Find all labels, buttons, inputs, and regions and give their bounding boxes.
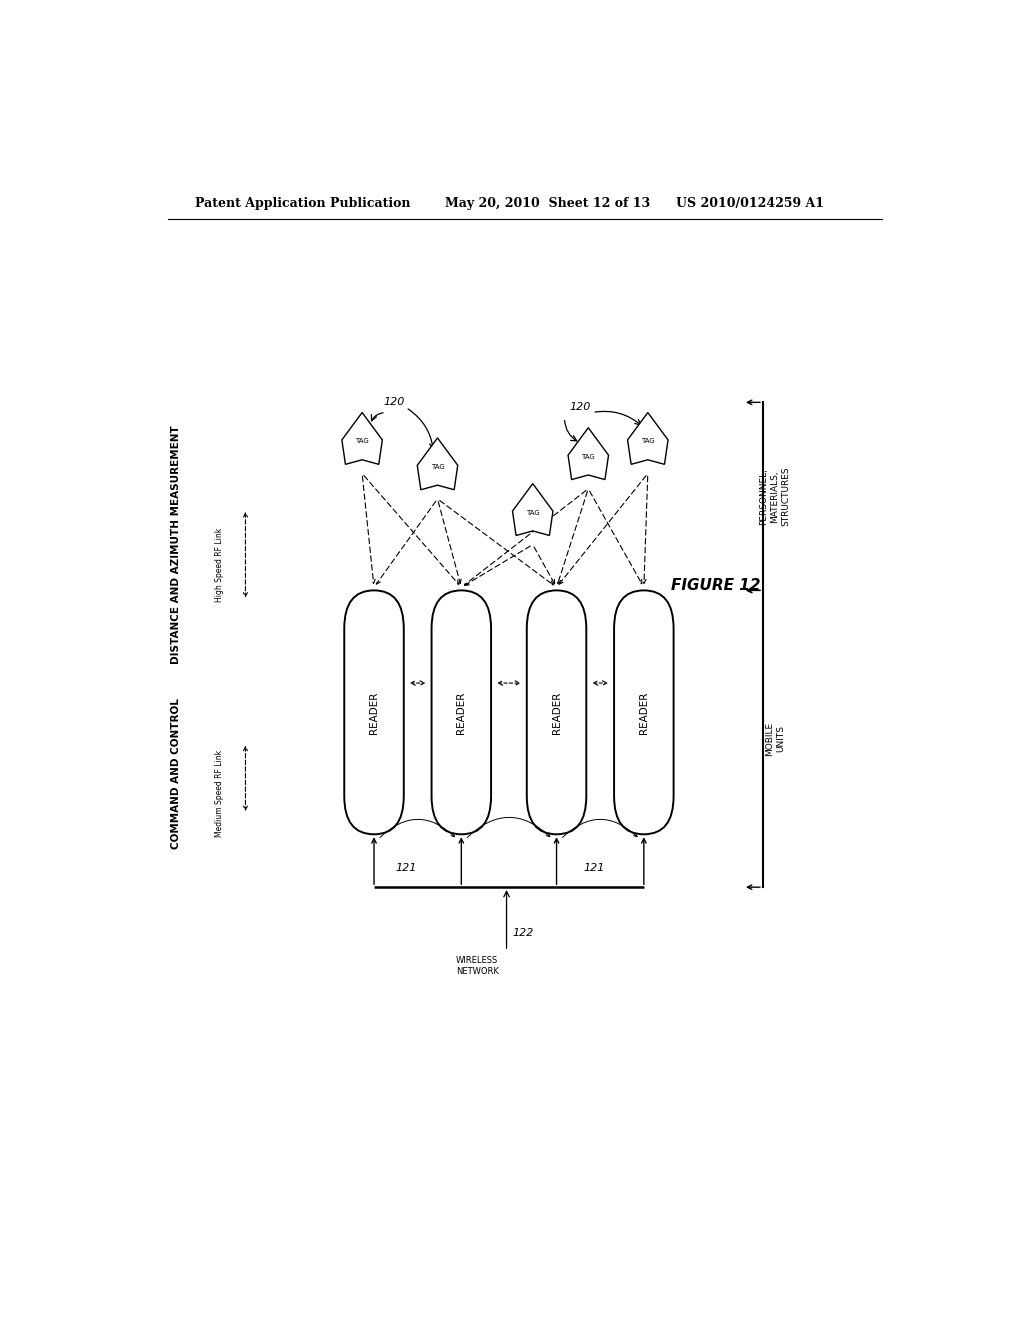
FancyBboxPatch shape: [344, 590, 403, 834]
Text: FIGURE 12: FIGURE 12: [671, 578, 760, 593]
Text: May 20, 2010  Sheet 12 of 13: May 20, 2010 Sheet 12 of 13: [445, 197, 650, 210]
Text: MOBILE
UNITS: MOBILE UNITS: [765, 722, 784, 756]
Text: READER: READER: [369, 692, 379, 734]
Text: READER: READER: [457, 692, 466, 734]
Polygon shape: [342, 412, 382, 465]
Text: US 2010/0124259 A1: US 2010/0124259 A1: [676, 197, 823, 210]
Text: WIRELESS
NETWORK: WIRELESS NETWORK: [456, 956, 499, 977]
Text: 121: 121: [583, 863, 604, 873]
Text: TAG: TAG: [526, 510, 540, 516]
Text: 120: 120: [383, 397, 404, 408]
Text: 120: 120: [569, 403, 591, 412]
FancyBboxPatch shape: [526, 590, 587, 834]
Text: 121: 121: [395, 863, 417, 873]
Text: Medium Speed RF Link: Medium Speed RF Link: [215, 750, 224, 837]
Polygon shape: [628, 412, 668, 465]
Text: READER: READER: [552, 692, 561, 734]
Text: PERSONNEL,
MATERIALS,
STRUCTURES: PERSONNEL, MATERIALS, STRUCTURES: [759, 466, 791, 527]
Text: TAG: TAG: [641, 438, 654, 445]
Text: READER: READER: [639, 692, 649, 734]
Polygon shape: [512, 483, 553, 536]
Polygon shape: [568, 428, 608, 479]
Text: High Speed RF Link: High Speed RF Link: [215, 528, 224, 602]
Text: TAG: TAG: [582, 454, 595, 459]
Text: COMMAND AND CONTROL: COMMAND AND CONTROL: [171, 698, 180, 849]
Text: TAG: TAG: [431, 463, 444, 470]
FancyBboxPatch shape: [614, 590, 674, 834]
Text: DISTANCE AND AZIMUTH MEASUREMENT: DISTANCE AND AZIMUTH MEASUREMENT: [171, 425, 180, 664]
Text: Patent Application Publication: Patent Application Publication: [196, 197, 411, 210]
FancyBboxPatch shape: [431, 590, 492, 834]
Polygon shape: [417, 438, 458, 490]
Text: TAG: TAG: [355, 438, 369, 445]
Text: 122: 122: [513, 928, 535, 939]
